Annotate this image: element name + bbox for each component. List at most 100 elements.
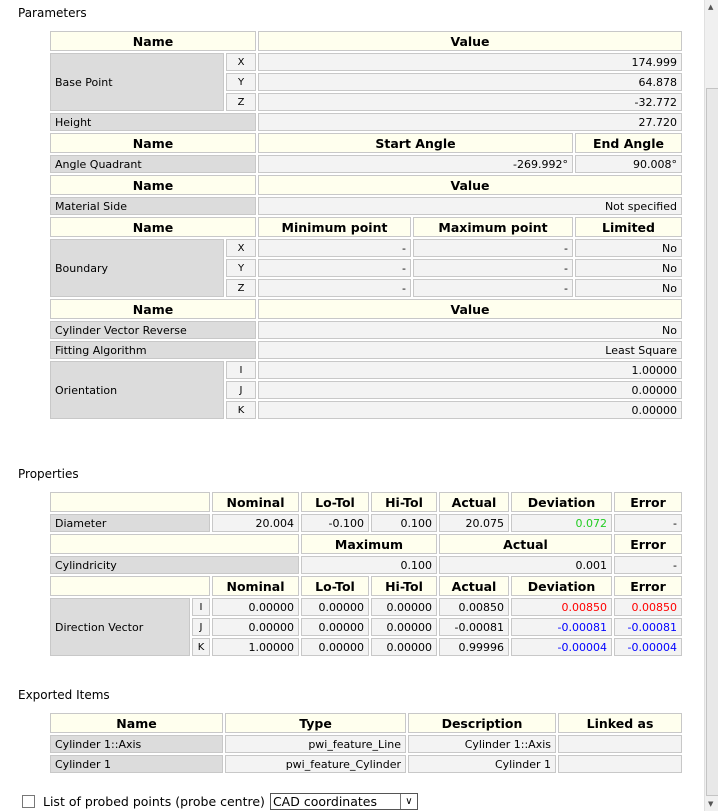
- boundary-limited: No: [573, 237, 684, 259]
- scroll-up-icon[interactable]: ▲: [708, 3, 714, 11]
- header-name: Name: [48, 131, 258, 155]
- header-deviation: Deviation: [509, 490, 614, 514]
- diameter-nominal: 20.004: [210, 512, 301, 534]
- dir-deviation: 0.00850: [509, 596, 614, 618]
- height-label: Height: [48, 111, 258, 133]
- header-nominal: Nominal: [210, 574, 301, 598]
- header-name: Name: [48, 711, 225, 735]
- diameter-lotol: -0.100: [299, 512, 371, 534]
- item-type: pwi_feature_Cylinder: [223, 753, 408, 775]
- scrollbar-thumb[interactable]: [706, 88, 718, 796]
- cylindricity-maximum: 0.100: [299, 554, 439, 576]
- diameter-label: Diameter: [48, 512, 212, 534]
- probed-points-row: List of probed points (probe centre) CAD…: [22, 793, 418, 810]
- axis-label: Y: [224, 71, 258, 93]
- dir-lotol: 0.00000: [299, 616, 371, 638]
- header-name: Name: [48, 215, 258, 239]
- header-actual: Actual: [437, 574, 511, 598]
- dir-error: -0.00081: [612, 616, 684, 638]
- parameters-heading: Parameters: [18, 6, 87, 20]
- dir-actual: -0.00081: [437, 616, 511, 638]
- end-angle: 90.008°: [573, 153, 684, 175]
- axis-label: Z: [224, 277, 258, 299]
- reverse-label: Cylinder Vector Reverse: [48, 319, 258, 341]
- select-value: CAD coordinates: [272, 794, 377, 809]
- boundary-limited: No: [573, 257, 684, 279]
- header-name: Name: [48, 29, 258, 53]
- dir-hitol: 0.00000: [369, 616, 439, 638]
- base-point-x: 174.999: [256, 51, 684, 73]
- scroll-down-icon[interactable]: ▼: [708, 800, 714, 808]
- axis-label: K: [224, 399, 258, 421]
- header-linked: Linked as: [556, 711, 684, 735]
- orientation-j: 0.00000: [256, 379, 684, 401]
- coordinates-select[interactable]: CAD coordinates ∨: [269, 793, 418, 810]
- dir-deviation: -0.00081: [509, 616, 614, 638]
- header-blank: [48, 532, 301, 556]
- material-value: Not specified: [256, 195, 684, 217]
- header-maximum: Maximum: [299, 532, 439, 556]
- header-name: Name: [48, 173, 258, 197]
- dir-error: -0.00004: [612, 636, 684, 658]
- item-description: Cylinder 1::Axis: [406, 733, 558, 755]
- header-limited: Limited: [573, 215, 684, 239]
- probed-points-label[interactable]: List of probed points (probe centre): [43, 794, 265, 809]
- axis-label: I: [190, 596, 212, 618]
- item-type: pwi_feature_Line: [223, 733, 408, 755]
- diameter-deviation: 0.072: [509, 512, 614, 534]
- exported-table: Name Type Description Linked as Cylinder 1:…: [48, 711, 684, 775]
- axis-label: J: [190, 616, 212, 638]
- reverse-value: No: [256, 319, 684, 341]
- header-end-angle: End Angle: [573, 131, 684, 155]
- item-linked: [556, 753, 684, 775]
- header-actual: Actual: [437, 532, 614, 556]
- header-nominal: Nominal: [210, 490, 301, 514]
- fitting-value: Least Square: [256, 339, 684, 361]
- item-name: Cylinder 1: [48, 753, 225, 775]
- orientation-i: 1.00000: [256, 359, 684, 381]
- axis-label: I: [224, 359, 258, 381]
- axis-label: Z: [224, 91, 258, 113]
- table-row: Cylinder 1 pwi_feature_Cylinder Cylinder 1: [48, 753, 684, 775]
- cylindricity-actual: 0.001: [437, 554, 614, 576]
- dir-nominal: 0.00000: [210, 596, 301, 618]
- header-error: Error: [612, 490, 684, 514]
- dir-hitol: 0.00000: [369, 596, 439, 618]
- header-start-angle: Start Angle: [256, 131, 575, 155]
- axis-label: Y: [224, 257, 258, 279]
- diameter-error: -: [612, 512, 684, 534]
- dir-deviation: -0.00004: [509, 636, 614, 658]
- base-point-label: Base Point: [48, 51, 226, 113]
- cylindricity-label: Cylindricity: [48, 554, 301, 576]
- vertical-scrollbar[interactable]: ▲ ▼: [704, 0, 718, 811]
- probed-points-checkbox[interactable]: [22, 795, 35, 808]
- header-value: Value: [256, 297, 684, 321]
- header-hitol: Hi-Tol: [369, 490, 439, 514]
- dir-nominal: 0.00000: [210, 616, 301, 638]
- header-lotol: Lo-Tol: [299, 490, 371, 514]
- properties-heading: Properties: [18, 467, 79, 481]
- boundary-max: -: [411, 277, 575, 299]
- boundary-min: -: [256, 237, 413, 259]
- orientation-k: 0.00000: [256, 399, 684, 421]
- direction-label: Direction Vector: [48, 596, 192, 658]
- axis-label: X: [224, 237, 258, 259]
- dir-nominal: 1.00000: [210, 636, 301, 658]
- material-label: Material Side: [48, 195, 258, 217]
- angle-label: Angle Quadrant: [48, 153, 258, 175]
- diameter-hitol: 0.100: [369, 512, 439, 534]
- start-angle: -269.992°: [256, 153, 575, 175]
- height-value: 27.720: [256, 111, 684, 133]
- header-error: Error: [612, 574, 684, 598]
- chevron-down-icon[interactable]: ∨: [399, 794, 417, 809]
- header-max: Maximum point: [411, 215, 575, 239]
- axis-label: J: [224, 379, 258, 401]
- orientation-label: Orientation: [48, 359, 226, 421]
- diameter-actual: 20.075: [437, 512, 511, 534]
- axis-label: X: [224, 51, 258, 73]
- base-point-z: -32.772: [256, 91, 684, 113]
- item-linked: [556, 733, 684, 755]
- header-name: Name: [48, 297, 258, 321]
- header-actual: Actual: [437, 490, 511, 514]
- header-error: Error: [612, 532, 684, 556]
